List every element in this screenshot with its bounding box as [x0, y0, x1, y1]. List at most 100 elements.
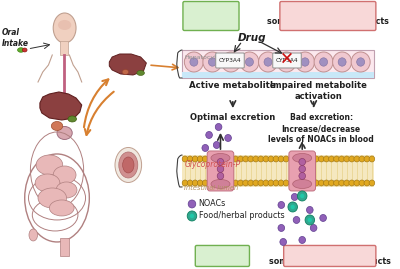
Circle shape	[369, 180, 375, 186]
Circle shape	[314, 52, 333, 72]
Ellipse shape	[18, 48, 24, 52]
Ellipse shape	[57, 126, 72, 140]
Circle shape	[197, 180, 203, 186]
Circle shape	[305, 215, 314, 225]
Circle shape	[299, 165, 306, 172]
Ellipse shape	[293, 154, 312, 162]
Circle shape	[299, 172, 306, 179]
Circle shape	[263, 156, 269, 162]
Circle shape	[339, 180, 344, 186]
Text: Intake of NOACs +
some food/herbal products: Intake of NOACs + some food/herbal produ…	[267, 6, 389, 26]
Text: Glycoprotein-P: Glycoprotein-P	[184, 160, 240, 169]
Circle shape	[197, 156, 203, 162]
FancyBboxPatch shape	[273, 53, 301, 68]
Circle shape	[280, 238, 286, 246]
Circle shape	[240, 52, 259, 72]
Circle shape	[344, 156, 350, 162]
Ellipse shape	[22, 48, 27, 52]
Bar	[60, 238, 69, 256]
Ellipse shape	[137, 70, 144, 76]
Text: Optimal excretion: Optimal excretion	[190, 113, 276, 122]
FancyBboxPatch shape	[207, 151, 234, 191]
Circle shape	[359, 156, 365, 162]
Bar	[60, 41, 68, 55]
Circle shape	[243, 180, 248, 186]
Circle shape	[354, 156, 360, 162]
Circle shape	[324, 156, 329, 162]
Circle shape	[290, 205, 295, 209]
Circle shape	[187, 156, 193, 162]
Circle shape	[288, 202, 298, 212]
Text: Hepatocytes: Hepatocytes	[184, 55, 224, 60]
Circle shape	[298, 156, 304, 162]
Circle shape	[318, 180, 324, 186]
Circle shape	[268, 180, 274, 186]
Circle shape	[329, 180, 334, 186]
Circle shape	[334, 180, 339, 186]
Circle shape	[222, 52, 240, 72]
Circle shape	[298, 191, 307, 201]
Text: Bad excretion:
Increase/decrease
levels of NOACs in blood: Bad excretion: Increase/decrease levels …	[268, 113, 374, 144]
Circle shape	[334, 156, 339, 162]
Circle shape	[233, 180, 238, 186]
Text: Food/herbal products: Food/herbal products	[199, 211, 284, 221]
Text: Intake of
NOACs: Intake of NOACs	[202, 246, 242, 266]
Circle shape	[243, 156, 248, 162]
Bar	[182, 155, 374, 187]
Circle shape	[238, 156, 244, 162]
Ellipse shape	[293, 179, 312, 189]
Circle shape	[222, 180, 228, 186]
Circle shape	[228, 156, 233, 162]
Circle shape	[202, 180, 208, 186]
FancyBboxPatch shape	[195, 246, 250, 267]
Circle shape	[227, 58, 235, 66]
FancyBboxPatch shape	[216, 53, 244, 68]
Circle shape	[310, 224, 317, 231]
Circle shape	[359, 180, 365, 186]
Circle shape	[308, 156, 314, 162]
Circle shape	[303, 180, 309, 186]
Circle shape	[184, 52, 203, 72]
Ellipse shape	[51, 122, 63, 130]
Ellipse shape	[53, 13, 76, 43]
Ellipse shape	[211, 154, 230, 162]
Circle shape	[329, 156, 334, 162]
Circle shape	[208, 156, 213, 162]
Text: Intake of
NOACs: Intake of NOACs	[191, 6, 231, 26]
Circle shape	[278, 156, 284, 162]
Circle shape	[238, 180, 244, 186]
Circle shape	[369, 156, 375, 162]
Text: Active metabolite: Active metabolite	[190, 81, 276, 90]
FancyBboxPatch shape	[284, 246, 376, 267]
Circle shape	[253, 156, 258, 162]
Text: NOACs: NOACs	[199, 200, 226, 208]
Text: Intestinal lumen: Intestinal lumen	[184, 185, 239, 191]
Circle shape	[364, 156, 370, 162]
Ellipse shape	[115, 147, 142, 182]
Circle shape	[253, 180, 258, 186]
Circle shape	[354, 180, 360, 186]
Circle shape	[283, 156, 289, 162]
Circle shape	[212, 180, 218, 186]
Text: CYP3A4: CYP3A4	[219, 58, 241, 63]
Circle shape	[182, 156, 188, 162]
Circle shape	[288, 156, 294, 162]
Circle shape	[215, 123, 222, 130]
Circle shape	[301, 58, 309, 66]
Circle shape	[298, 180, 304, 186]
Circle shape	[208, 180, 213, 186]
Ellipse shape	[211, 179, 230, 189]
Circle shape	[273, 180, 279, 186]
Ellipse shape	[119, 152, 138, 178]
Circle shape	[278, 180, 284, 186]
Bar	[182, 50, 374, 78]
Ellipse shape	[35, 174, 60, 192]
Circle shape	[288, 180, 294, 186]
Text: CYP3A4: CYP3A4	[276, 58, 298, 63]
Circle shape	[217, 158, 224, 165]
Text: Impaired metabolite
activation: Impaired metabolite activation	[270, 81, 367, 101]
Ellipse shape	[122, 69, 129, 75]
Circle shape	[268, 156, 274, 162]
Circle shape	[203, 52, 222, 72]
Circle shape	[344, 180, 350, 186]
